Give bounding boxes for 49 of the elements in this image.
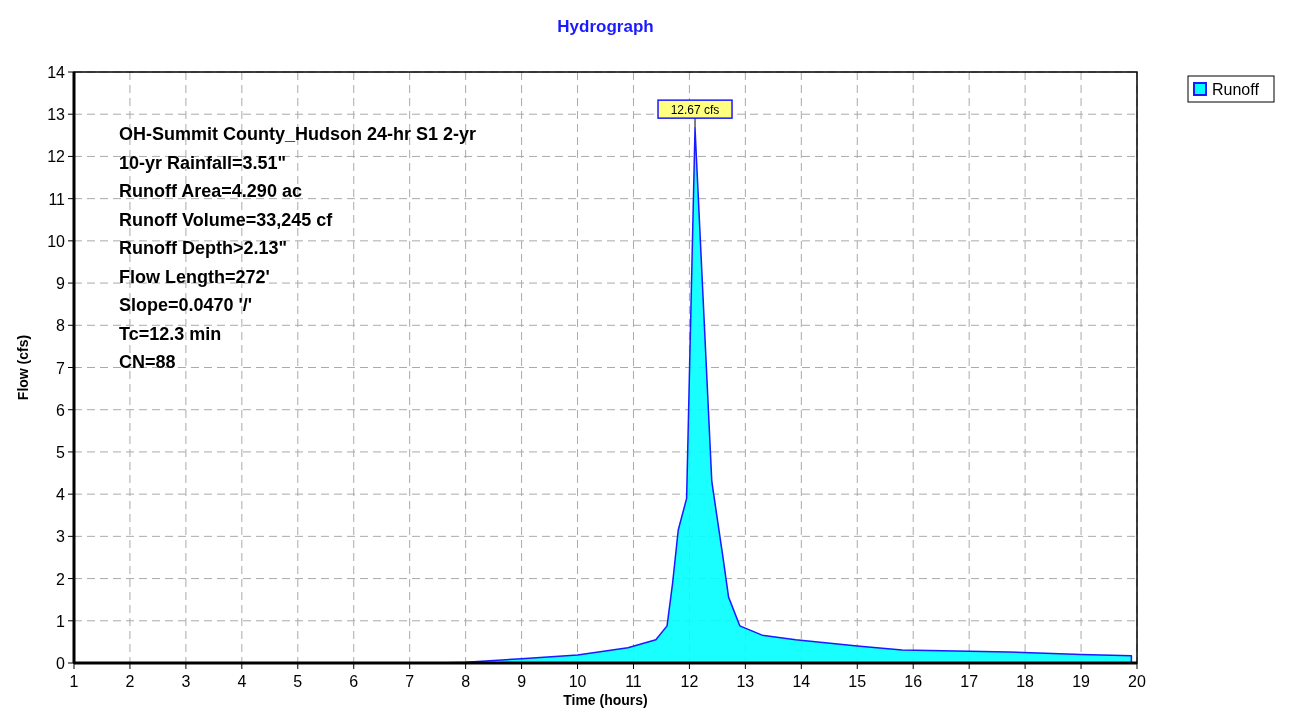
x-tick-label: 20 xyxy=(1128,673,1146,690)
x-tick-label: 7 xyxy=(405,673,415,690)
x-tick-label: 3 xyxy=(181,673,191,690)
annotation: Flow Length=272' xyxy=(119,266,270,287)
y-tick-label: 2 xyxy=(56,570,66,588)
x-tick-label: 13 xyxy=(736,673,755,690)
x-tick-label: 6 xyxy=(349,673,359,690)
annotation: 10-yr Rainfall=3.51" xyxy=(119,152,287,173)
x-tick-label: 16 xyxy=(904,673,923,690)
x-tick-label: 1 xyxy=(69,673,79,690)
x-axis-title: Time (hours) xyxy=(563,692,648,708)
x-tick-label: 18 xyxy=(1016,673,1035,690)
annotation: Slope=0.0470 '/' xyxy=(119,295,253,315)
x-tick-label: 12 xyxy=(680,673,699,690)
x-tick-label: 10 xyxy=(568,673,587,690)
y-tick-label: 12 xyxy=(47,148,66,166)
y-tick-label: 4 xyxy=(56,486,66,504)
chart-title: Hydrograph xyxy=(557,17,654,36)
y-tick-label: 7 xyxy=(56,359,66,377)
y-tick-label: 10 xyxy=(47,232,66,250)
y-tick-label: 5 xyxy=(56,443,66,461)
x-tick-label: 4 xyxy=(237,673,247,690)
y-tick-label: 8 xyxy=(56,317,66,335)
x-tick-label: 19 xyxy=(1072,673,1091,690)
x-tick-label: 17 xyxy=(960,673,979,690)
y-tick-label: 0 xyxy=(56,655,66,672)
x-tick-label: 8 xyxy=(461,673,471,690)
y-tick-label: 14 xyxy=(47,64,66,81)
x-tick-label: 5 xyxy=(293,673,303,690)
x-tick-label: 9 xyxy=(517,673,527,690)
y-tick-label: 9 xyxy=(56,275,66,293)
annotation: Runoff Depth>2.13" xyxy=(119,238,288,258)
x-tick-label: 14 xyxy=(792,673,811,690)
y-tick-label: 11 xyxy=(48,190,66,208)
y-tick-label: 3 xyxy=(56,528,66,546)
annotation: 12.67 cfs xyxy=(670,103,720,118)
annotation: Tc=12.3 min xyxy=(119,323,222,344)
annotation: CN=88 xyxy=(119,352,176,372)
x-tick-label: 15 xyxy=(848,673,867,690)
annotation: Runoff Area=4.290 ac xyxy=(119,181,302,201)
annotation: OH-Summit County_Hudson 24-hr S1 2-yr xyxy=(119,124,477,144)
x-tick-label: 2 xyxy=(125,673,135,690)
y-tick-label: 13 xyxy=(47,106,66,124)
annotation: Runoff Volume=33,245 cf xyxy=(119,209,334,230)
y-tick-label: 1 xyxy=(56,612,66,630)
legend-label: Runoff xyxy=(1212,81,1260,98)
y-axis-title: Flow (cfs) xyxy=(15,334,31,401)
x-tick-label: 11 xyxy=(625,673,642,690)
y-tick-label: 6 xyxy=(56,401,66,419)
